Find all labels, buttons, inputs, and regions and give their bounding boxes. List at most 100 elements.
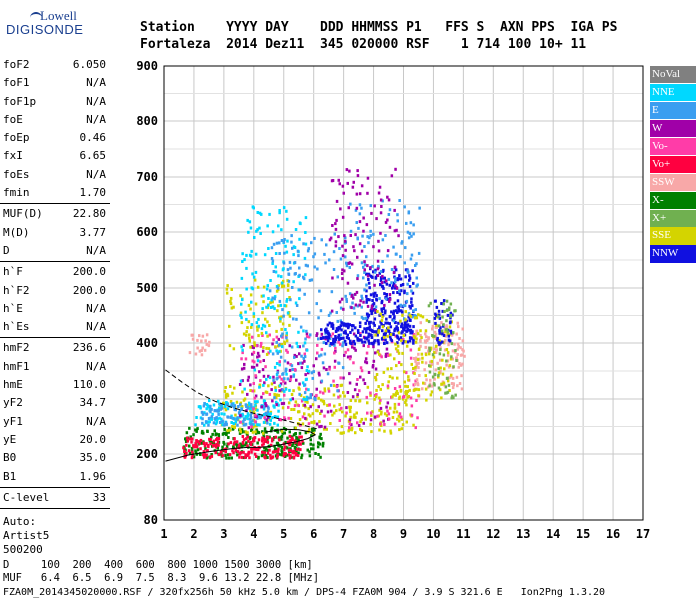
echo-point [290, 234, 293, 238]
echo-point [355, 192, 359, 196]
echo-point [244, 357, 248, 361]
echo-point [244, 422, 248, 426]
echo-point [390, 281, 393, 285]
echo-point [387, 213, 391, 216]
y-tick-label: 300 [136, 392, 158, 406]
echo-point [344, 236, 347, 240]
echo-point [241, 421, 245, 425]
echo-point [366, 327, 369, 330]
echo-point [354, 431, 357, 435]
echo-point [224, 447, 228, 451]
echo-point [398, 292, 402, 296]
echo-point [251, 352, 254, 356]
echo-point [304, 378, 308, 382]
echo-point [265, 352, 269, 356]
echo-point [217, 443, 220, 447]
echo-point [410, 362, 413, 366]
echo-point [400, 241, 403, 245]
echo-point [452, 383, 455, 387]
echo-point [328, 258, 331, 262]
echo-point [266, 306, 270, 310]
echo-point [254, 403, 257, 407]
echo-point [421, 360, 424, 364]
echo-point [278, 438, 281, 442]
echo-point [245, 330, 248, 334]
echo-point [386, 401, 390, 405]
x-tick-label: 9 [400, 527, 407, 541]
echo-point [457, 365, 460, 369]
echo-point [227, 442, 230, 446]
echo-point [340, 272, 344, 275]
echo-point [349, 339, 352, 343]
echo-point [343, 339, 347, 343]
echo-point [296, 345, 300, 349]
echo-point [207, 423, 210, 427]
echo-point [251, 359, 254, 363]
echo-point [267, 406, 270, 410]
echo-point [390, 174, 394, 178]
echo-point [289, 266, 292, 270]
echo-point [329, 236, 333, 240]
echo-point [343, 353, 346, 357]
echo-point [369, 320, 372, 324]
echo-point [195, 445, 199, 449]
echo-point [267, 351, 270, 355]
echo-point [199, 438, 203, 442]
echo-point [303, 383, 307, 387]
echo-point [322, 366, 326, 370]
echo-point [232, 305, 235, 309]
echo-point [334, 240, 338, 244]
echo-point [287, 416, 290, 420]
echo-point [415, 399, 418, 402]
echo-point [345, 264, 349, 268]
echo-point [333, 411, 336, 415]
echo-point [230, 404, 234, 408]
echo-point [416, 381, 419, 385]
echo-point [408, 232, 412, 236]
echo-point [338, 247, 341, 250]
echo-point [310, 420, 313, 424]
echo-point [396, 305, 399, 309]
echo-point [348, 405, 351, 409]
echo-point [266, 451, 270, 455]
echo-point [244, 415, 247, 419]
echo-point [388, 297, 392, 301]
echo-point [189, 435, 192, 439]
echo-point [299, 423, 302, 427]
echo-point [345, 300, 348, 303]
echo-point [331, 413, 334, 417]
echo-point [373, 397, 376, 401]
echo-point [249, 416, 253, 420]
echo-point [229, 400, 233, 403]
echo-point [409, 306, 412, 310]
echo-point [183, 452, 187, 456]
echo-point [297, 404, 300, 408]
echo-point [378, 325, 381, 329]
echo-point [355, 382, 358, 386]
echo-point [349, 415, 352, 419]
echo-point [457, 325, 460, 329]
echo-point [250, 345, 254, 349]
echo-point [284, 452, 287, 456]
echo-point [419, 338, 422, 342]
param-key: yE [3, 432, 17, 446]
echo-point [435, 348, 439, 352]
echo-point [323, 425, 327, 429]
echo-point [251, 335, 254, 339]
echo-point [305, 369, 309, 372]
echo-point [448, 376, 451, 380]
param-value: 1.96 [79, 469, 107, 483]
param-row: foE N/A [0, 111, 112, 129]
echo-point [268, 417, 271, 421]
echo-point [455, 359, 458, 362]
echo-point [257, 354, 261, 358]
echo-point [244, 453, 247, 457]
echo-point [277, 447, 280, 451]
echo-point [302, 356, 305, 360]
echo-point [440, 302, 443, 305]
muf-row: MUF 6.4 6.5 6.9 7.5 8.3 9.6 13.2 22.8 [M… [3, 572, 320, 584]
legend-item: Vo- [650, 137, 696, 156]
echo-point [418, 347, 421, 351]
echo-point [289, 438, 292, 442]
echo-point [335, 218, 338, 222]
